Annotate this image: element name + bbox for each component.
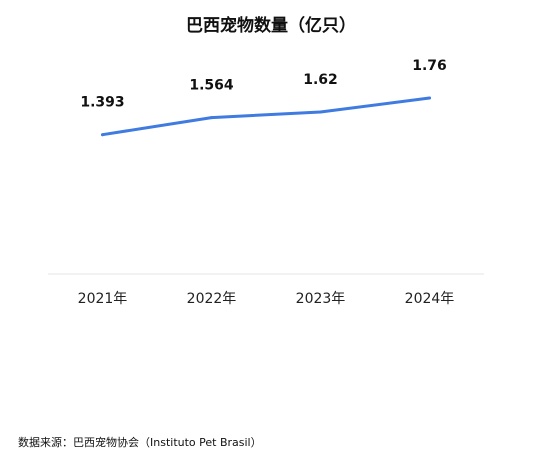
data-label: 1.62 (303, 72, 338, 88)
x-tick-label: 2024年 (405, 291, 455, 307)
x-tick-label: 2022年 (187, 291, 237, 307)
data-point (101, 133, 104, 137)
data-label: 1.393 (80, 95, 124, 111)
data-point (428, 96, 431, 100)
data-point (210, 116, 213, 120)
x-tick-label: 2023年 (296, 291, 346, 307)
data-label: 1.76 (412, 58, 447, 74)
data-point (319, 110, 322, 114)
data-label: 1.564 (189, 78, 234, 94)
x-tick-label: 2021年 (78, 291, 128, 307)
chart-title: 巴西宠物数量（亿只） (186, 16, 356, 36)
series-line (101, 96, 431, 137)
source-note: 数据来源：巴西宠物协会（Instituto Pet Brasil） (18, 436, 262, 449)
